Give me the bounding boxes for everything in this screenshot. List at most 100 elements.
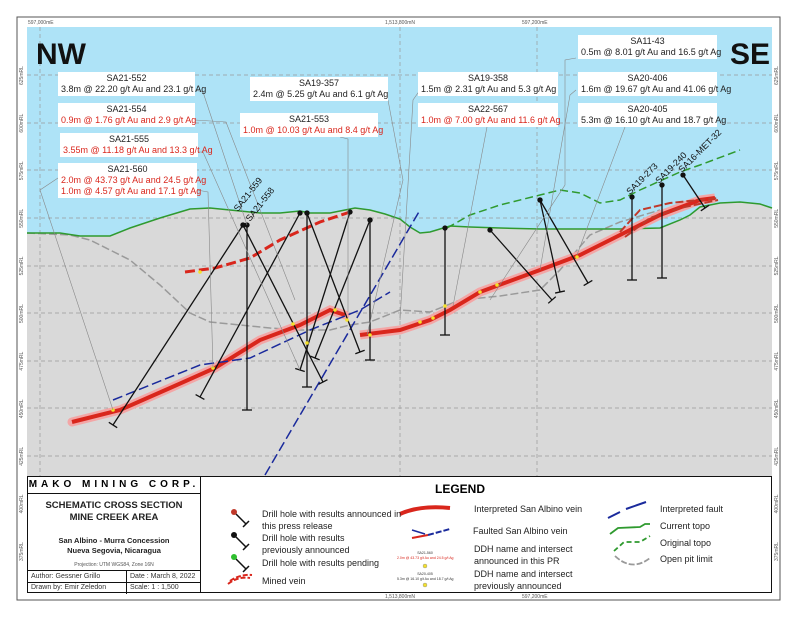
drill-hole <box>537 197 593 287</box>
hole-name: SA21-553 <box>288 114 330 124</box>
intercept-marker <box>291 322 295 326</box>
intersect-text: 1.0m @ 10.03 g/t Au and 8.4 g/t Ag <box>243 125 384 135</box>
hole-name: SA22-567 <box>467 104 509 114</box>
legend-mined-vein: Mined vein <box>262 576 306 586</box>
elevation-label: 625mRL <box>774 66 780 85</box>
faulted-vein-fault <box>112 291 391 401</box>
elevation-label: 525mRL <box>774 256 780 275</box>
elevation-label: 425mRL <box>19 447 25 466</box>
legend-original-topo: Original topo <box>660 538 712 548</box>
drill-hole <box>487 227 557 304</box>
intercept-marker <box>495 283 499 287</box>
mined-vein <box>184 210 351 274</box>
intersect-text: 2.0m @ 43.73 g/t Au and 24.5 g/t Ag <box>61 175 207 185</box>
hole-name: SA19-358 <box>467 73 509 83</box>
date: Date : March 8, 2022 <box>130 573 196 580</box>
elevation-label: 450mRL <box>19 399 25 418</box>
hole-name: SA11-43 <box>630 36 665 46</box>
intercept-marker <box>305 341 309 345</box>
title-line: MINE CREEK AREA <box>69 512 159 523</box>
elevation-label: 575mRL <box>19 161 25 180</box>
hole-name: SA21-560 <box>107 164 148 174</box>
intercept-marker <box>345 318 349 322</box>
drill-hole <box>440 225 450 336</box>
company-name: MAKO MINING CORP. <box>27 477 201 494</box>
hole-name: SA20-405 <box>627 104 668 114</box>
hole-name: SA19-357 <box>298 78 340 88</box>
intersect-callout: SA20-406 1.6m @ 19.67 g/t Au and 41.06 g/… <box>578 72 732 96</box>
drill-hole <box>680 172 710 212</box>
hole-name: SA21-552 <box>106 73 147 83</box>
drill-hole <box>195 210 303 400</box>
legend-faulted-vein: Faulted San Albino vein <box>473 526 568 536</box>
grid-label-top: 597,000mE <box>28 20 54 26</box>
elevation-label: 550mRL <box>774 209 780 228</box>
sample-name: SA21-560 <box>417 551 433 555</box>
grid <box>27 27 772 477</box>
scale: Scale: 1 : 1,500 <box>130 584 179 591</box>
elevation-label: 475mRL <box>19 351 25 370</box>
intersect-text: 1.6m @ 19.67 g/t Au and 41.06 g/t Ag <box>581 84 732 94</box>
legend <box>200 476 772 593</box>
intersect-text: 3.55m @ 11.18 g/t Au and 13.3 g/t Ag <box>63 145 213 155</box>
elevation-label: 600mRL <box>19 113 25 132</box>
drill-hole <box>240 222 328 385</box>
intersect-text: 5.3m @ 16.10 g/t Au and 18.7 g/t Ag <box>581 115 727 125</box>
legend-current-topo: Current topo <box>660 521 711 531</box>
legend-fault: Interpreted fault <box>660 504 724 514</box>
grid-label-top: 1,513,800mN <box>385 20 415 26</box>
compass-nw: NW <box>36 38 86 71</box>
legend-open-pit: Open pit limit <box>660 554 713 564</box>
intersect-callout: SA20-405 5.3m @ 16.10 g/t Au and 18.7 g/t… <box>578 103 727 127</box>
intersect-callout: SA21-555 3.55m @ 11.18 g/t Au and 13.3 g/… <box>60 133 213 157</box>
drill-hole <box>304 210 365 355</box>
ground <box>27 202 772 477</box>
intercept-marker <box>333 308 337 312</box>
hole-name: SA20-406 <box>627 73 668 83</box>
open-pit-limit <box>26 209 661 331</box>
title-block <box>27 476 201 593</box>
elevation-label: 550mRL <box>19 209 25 228</box>
intercept-marker <box>418 320 422 324</box>
original-topo <box>446 149 741 229</box>
elevation-label: 375mRL <box>19 542 25 561</box>
location-line: San Albino - Murra Concession <box>58 536 170 545</box>
intersect-text: 1.0m @ 7.00 g/t Au and 11.6 g/t Ag <box>421 115 561 125</box>
intersect-text: 0.9m @ 1.76 g/t Au and 2.9 g/t Ag <box>61 115 197 125</box>
intercept-marker <box>198 270 202 274</box>
intercept-marker <box>478 290 482 294</box>
legend-ddh-new: DDH name and intersect announced in this… <box>474 544 573 566</box>
mined-vein <box>619 197 719 233</box>
compass-se: SE <box>730 38 771 71</box>
intersect-text: 2.4m @ 5.25 g/t Au and 6.1 g/t Ag <box>253 89 389 99</box>
intersect-callout: SA22-567 1.0m @ 7.00 g/t Au and 11.6 g/t … <box>418 103 561 127</box>
intersect-callout: SA11-43 0.5m @ 8.01 g/t Au and 16.5 g/t A… <box>578 35 722 59</box>
elevation-label: 400mRL <box>19 494 25 513</box>
leader-lines <box>39 57 626 411</box>
intercept-marker <box>443 304 447 308</box>
sample-name: SA20-405 <box>417 572 433 576</box>
drill-hole <box>627 194 637 281</box>
intersect-text: 0.5m @ 8.01 g/t Au and 16.5 g/t Ag <box>581 47 722 57</box>
elevation-label: 600mRL <box>774 113 780 132</box>
legend-title: LEGEND <box>435 482 486 496</box>
intersect-callout: SA21-552 3.8m @ 22.20 g/t Au and 23.1 g/t… <box>58 72 206 96</box>
title-line: SCHEMATIC CROSS SECTION <box>45 500 183 511</box>
grid-label-bottom: 597,200mE <box>522 594 548 600</box>
legend-drill-new: Drill hole with results announced in thi… <box>262 509 402 531</box>
legend-sample-new: SA21-560 2.0m @ 43.73 g/t Au and 24.5 g/… <box>397 551 453 561</box>
san-albino-vein <box>71 307 346 424</box>
elevation-label: 500mRL <box>19 304 25 323</box>
section-title: SCHEMATIC CROSS SECTION MINE CREEK AREA <box>27 500 201 524</box>
mined-vein <box>624 199 719 238</box>
projection: Projection: UTM WGS84, Zone 16N <box>74 562 154 568</box>
elevation-label: 400mRL <box>774 494 780 513</box>
intersect-callout: SA21-554 0.9m @ 1.76 g/t Au and 2.9 g/t A… <box>58 103 197 127</box>
interpreted-fault <box>264 209 421 476</box>
location: San Albino - Murra Concession Nueva Sego… <box>27 536 201 556</box>
intersect-callout: SA19-357 2.4m @ 5.25 g/t Au and 6.1 g/t A… <box>250 77 388 101</box>
elevation-label: 500mRL <box>774 304 780 323</box>
elevation-label: 450mRL <box>774 399 780 418</box>
intercept-marker <box>431 316 435 320</box>
elevation-label: 575mRL <box>774 161 780 180</box>
